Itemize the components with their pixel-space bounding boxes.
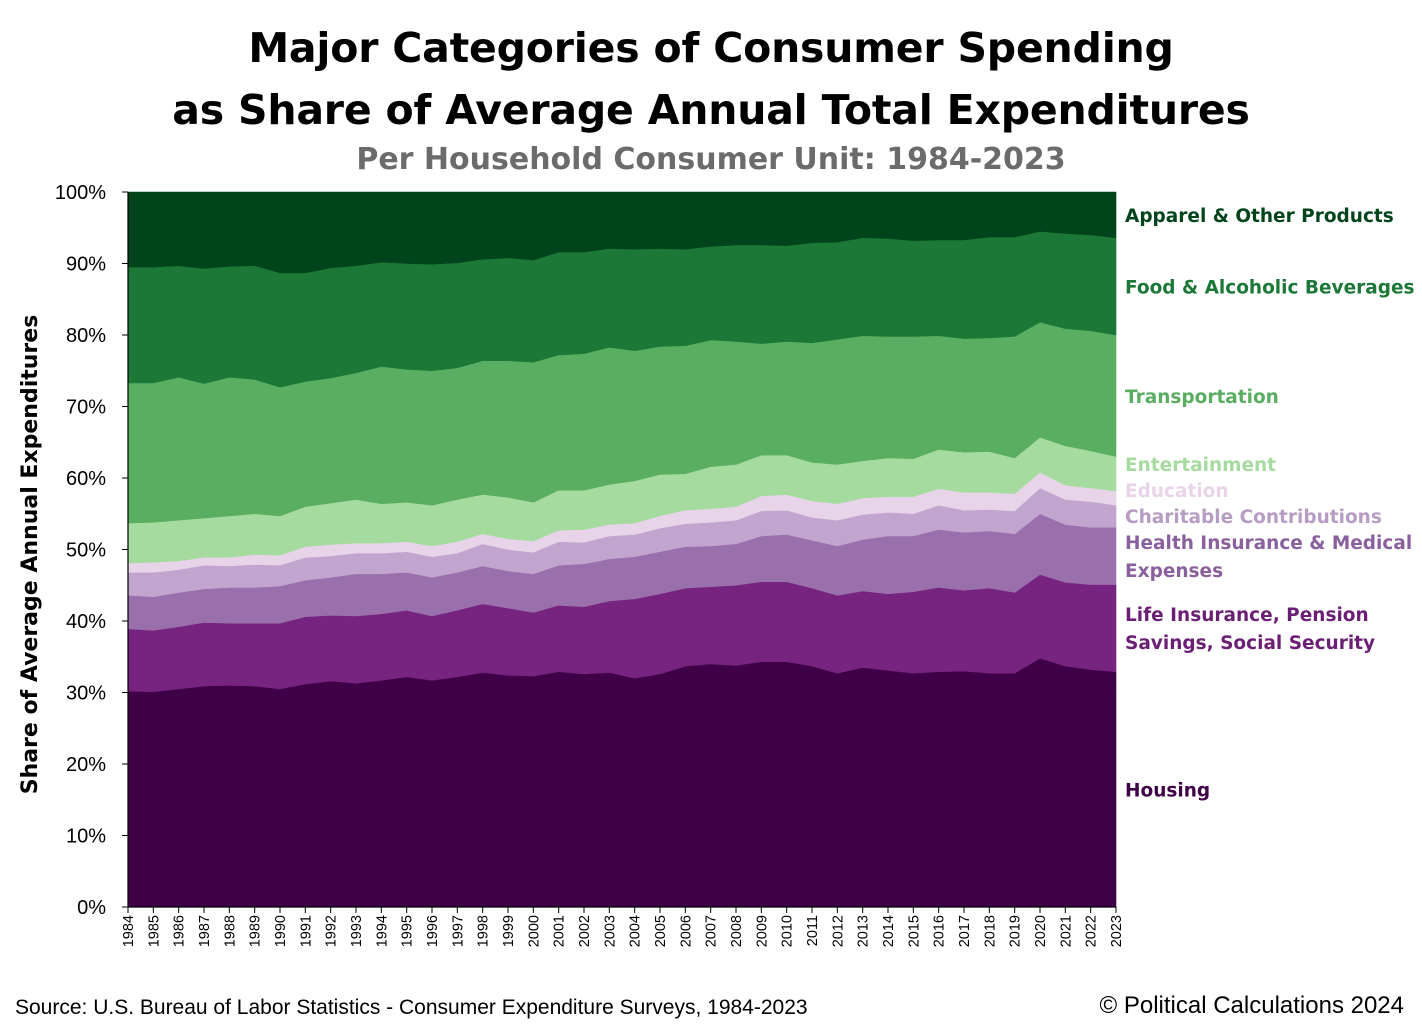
x-tick-label: 2006 [678,915,694,947]
y-tick-label: 10% [66,826,106,848]
chart-title-line2: as Share of Average Annual Total Expendi… [172,86,1250,134]
y-axis-label: Share of Average Annual Expenditures [18,315,43,795]
x-tick-label: 1996 [425,915,441,947]
x-tick-label: 2017 [957,915,973,947]
series-label-life-insurance-pension-savings-social-security: Life Insurance, Pension Savings, Social S… [1125,605,1375,654]
x-tick-label: 2019 [1008,915,1024,947]
stacked-area-chart: 0% 10% 20% 30% 40% 50% 60% 70% 80% 90% 100% 1984 198… [18,182,1415,947]
y-tick-label: 30% [66,683,106,705]
y-tick-label: 70% [66,397,106,419]
y-tick-label: 100% [55,182,106,204]
x-tick-label: 1998 [476,915,492,947]
x-tick-label: 2009 [754,915,770,947]
x-tick-label: 2008 [729,915,745,947]
x-tick-label: 2003 [602,915,618,947]
y-tick-label: 60% [66,468,106,490]
series-label-food-alcoholic-beverages: Food & Alcoholic Beverages [1125,277,1415,298]
copyright-note: © Political Calculations 2024 [1099,992,1404,1019]
x-tick-label: 2011 [805,915,821,946]
x-tick-label: 2001 [552,915,568,947]
x-tick-label: 1989 [248,915,264,947]
x-tick-label: 2013 [856,915,872,947]
x-tick-label: 1993 [349,915,365,947]
series-label-education: Education [1125,481,1229,502]
chart-subtitle: Per Household Consumer Unit: 1984-2023 [356,142,1066,177]
x-tick-label: 2015 [906,915,922,947]
y-tick-label: 80% [66,325,106,347]
x-tick-label: 1985 [146,915,162,947]
x-tick-label: 1987 [197,915,213,947]
x-tick-label: 2018 [982,915,998,947]
y-tick-label: 0% [77,897,106,919]
axes-group: 0% 10% 20% 30% 40% 50% 60% 70% 80% 90% 100% 1984 198… [18,182,1125,947]
series-label-housing: Housing [1125,780,1210,801]
x-tick-label: 2005 [653,915,669,947]
area-apparel-other-products [127,191,1117,274]
y-tick-label: 20% [66,754,106,776]
series-label-apparel-other-products: Apparel & Other Products [1125,206,1394,227]
x-tick-label: 1986 [172,915,188,947]
x-tick-label: 1990 [273,915,289,947]
x-tick-label: 2012 [830,915,846,947]
x-tick-label: 2021 [1058,915,1074,947]
x-tick-label: 1988 [222,915,238,947]
series-labels-group: Housing Life Insurance, Pension Savings, S… [1125,206,1415,802]
source-note: Source: U.S. Bureau of Labor Statistics … [15,996,808,1019]
series-label-charitable-contributions: Charitable Contributions [1125,507,1382,528]
area-housing [127,657,1117,908]
y-tick-label: 40% [66,611,106,633]
x-tick-label: 2020 [1033,915,1049,947]
series-label-entertainment: Entertainment [1125,455,1276,476]
x-tick-label: 1984 [121,915,137,947]
x-tick-label: 1995 [400,915,416,947]
y-tick-label: 50% [66,540,106,562]
x-tick-label: 1999 [501,915,517,947]
series-label-transportation: Transportation [1125,387,1279,408]
x-tick-label: 2016 [932,915,948,947]
x-tick-label: 2023 [1109,915,1125,947]
area-series-group [127,191,1117,908]
x-tick-label: 2014 [881,915,897,947]
x-tick-label: 2004 [628,915,644,947]
x-tick-label: 2007 [704,915,720,947]
x-tick-label: 2002 [577,915,593,947]
x-tick-label: 1994 [374,915,390,947]
x-tick-label: 2000 [526,915,542,947]
x-tick-label: 2022 [1084,915,1100,947]
y-tick-label: 90% [66,254,106,276]
series-label-health-insurance-medical-expenses: Health Insurance & Medical Expenses [1125,533,1412,582]
chart-title-line1: Major Categories of Consumer Spending [248,24,1174,72]
x-tick-label: 1997 [450,915,466,947]
x-tick-label: 2010 [780,915,796,947]
x-tick-label: 1991 [298,915,314,947]
x-tick-label: 1992 [324,915,340,947]
